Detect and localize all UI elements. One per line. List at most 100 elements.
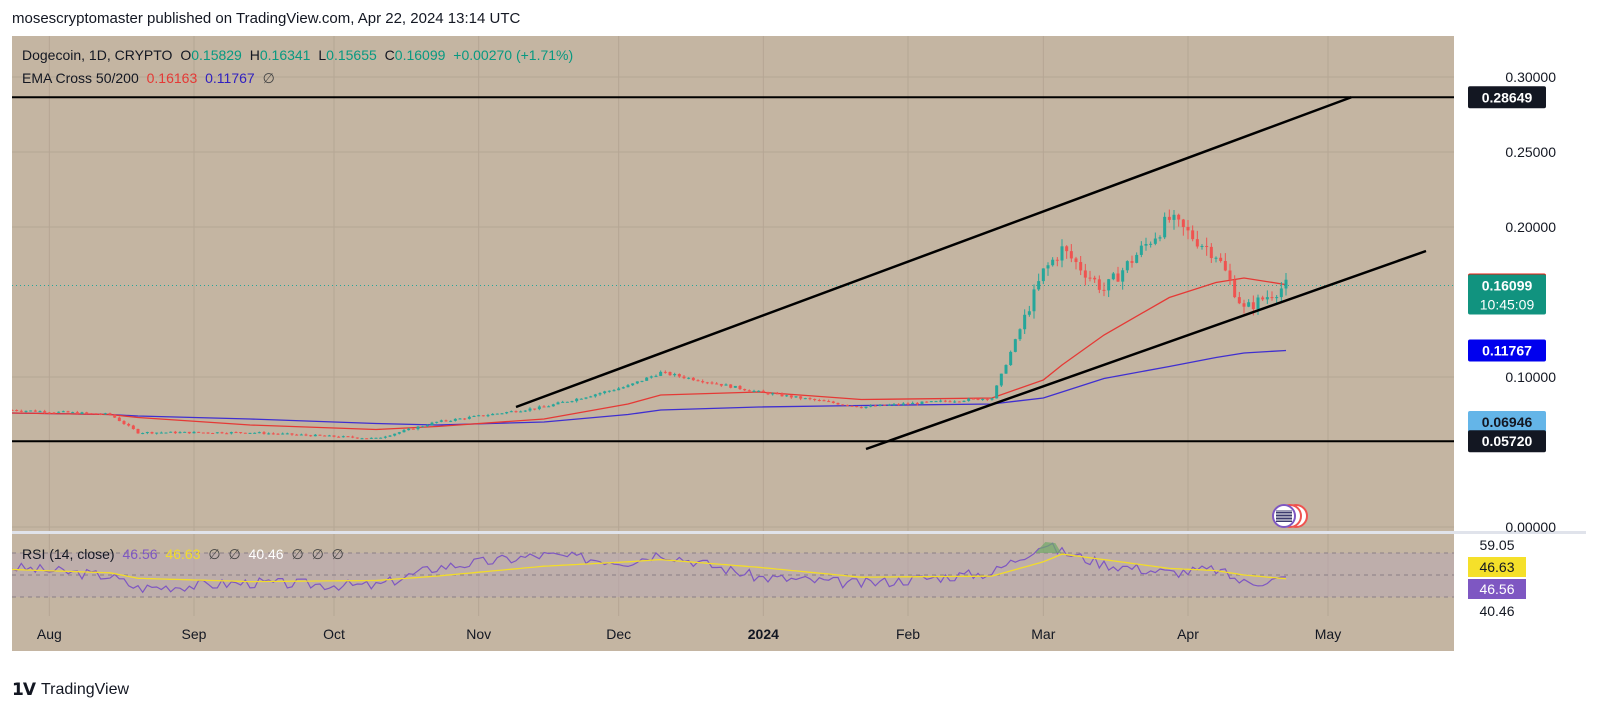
flag-canton — [1276, 510, 1292, 522]
rsi-extra-4: ∅ — [311, 546, 324, 562]
candle-down — [113, 414, 117, 418]
candle-down — [10, 410, 14, 411]
candle-up — [934, 401, 938, 403]
candle-up — [402, 430, 406, 433]
candle-up — [953, 401, 957, 403]
time-axis-label: Feb — [896, 626, 920, 642]
ema200-price-label: 0.11767 — [1482, 342, 1532, 358]
candle-up — [145, 432, 149, 434]
chart-panel[interactable]: Aug Sep Oct Nov Dec 2024 Feb Mar Apr May 0.30000 0.… — [10, 36, 1586, 664]
candle-up — [523, 410, 527, 412]
candle-up — [29, 410, 33, 412]
candle-down — [859, 407, 863, 409]
candle-down — [323, 435, 327, 437]
candle-up — [416, 426, 420, 430]
candle-up — [472, 415, 476, 417]
high-label: H — [249, 47, 260, 63]
candle-up — [183, 431, 187, 433]
candle-up — [1121, 270, 1125, 282]
candle-up — [267, 433, 271, 435]
rsi-legend[interactable]: RSI (14, close) 46.56 46.63 ∅ ∅ 40.46 ∅ … — [22, 546, 348, 563]
candle-down — [1181, 219, 1185, 228]
candle-up — [1046, 265, 1050, 269]
candle-up — [537, 406, 541, 410]
price-tick-label: 0.25000 — [1505, 144, 1556, 160]
candle-up — [281, 433, 285, 435]
candle-up — [505, 412, 509, 414]
candle-down — [127, 423, 131, 426]
candle-up — [491, 413, 495, 416]
candle-down — [696, 380, 700, 382]
rsi-lower-value: 40.46 — [248, 546, 284, 562]
ema-extra-value: ∅ — [262, 70, 275, 86]
candle-down — [906, 403, 910, 405]
candle-down — [1093, 277, 1097, 280]
open-value: 0.15829 — [191, 47, 242, 63]
candle-down — [85, 412, 89, 414]
rsi-value-axis-label: 46.56 — [1479, 581, 1514, 597]
candle-down — [481, 415, 485, 417]
candle-up — [1153, 238, 1157, 244]
candle-up — [673, 374, 677, 376]
candle-up — [598, 393, 602, 395]
candle-down — [1233, 280, 1237, 298]
close-value: 0.16099 — [394, 47, 446, 63]
candle-down — [15, 410, 19, 412]
ema-legend[interactable]: EMA Cross 50/200 0.16163 0.11767 ∅ — [22, 70, 279, 87]
candle-down — [1191, 230, 1195, 240]
candle-down — [514, 411, 518, 413]
candle-up — [659, 371, 663, 376]
candle-up — [477, 415, 481, 417]
candle-up — [1275, 297, 1279, 299]
time-axis-label: Oct — [323, 626, 345, 642]
candle-up — [449, 420, 453, 422]
rsi-ma-axis-label: 46.63 — [1479, 559, 1514, 575]
candle-down — [262, 432, 266, 434]
candle-up — [990, 398, 994, 400]
candle-down — [271, 433, 275, 435]
candle-down — [789, 395, 793, 398]
candle-up — [962, 400, 966, 402]
candle-down — [873, 405, 877, 407]
candle-up — [509, 411, 513, 413]
candle-down — [710, 382, 714, 384]
candle-down — [533, 408, 537, 410]
candle-up — [645, 377, 649, 381]
candle-up — [640, 380, 644, 382]
candle-down — [1237, 297, 1241, 304]
candle-down — [836, 402, 840, 405]
support-price-label: 0.05720 — [1482, 433, 1533, 449]
resistance-price-label-box — [1468, 86, 1546, 109]
candle-up — [141, 433, 145, 435]
candle-up — [911, 402, 915, 405]
candle-up — [393, 433, 397, 436]
candle-up — [178, 432, 182, 434]
candle-up — [1111, 273, 1115, 280]
candle-up — [1125, 261, 1129, 271]
candle-up — [1018, 329, 1022, 340]
chart-svg[interactable]: Aug Sep Oct Nov Dec 2024 Feb Mar Apr May 0.30000 0.… — [10, 36, 1586, 664]
extra-price-label-box — [1468, 411, 1546, 433]
candle-down — [332, 435, 336, 437]
footer[interactable]: 𝟭𝗩 TradingView — [12, 680, 129, 700]
symbol-label[interactable]: Dogecoin, 1D, CRYPTO — [22, 47, 173, 63]
candle-down — [94, 413, 98, 415]
candle-down — [1065, 246, 1069, 252]
candle-up — [771, 393, 775, 395]
candle-up — [612, 390, 616, 392]
candle-down — [841, 404, 845, 406]
time-axis-label: Sep — [182, 626, 207, 642]
candle-up — [164, 432, 168, 434]
candle-down — [131, 425, 135, 430]
candle-down — [1130, 261, 1134, 263]
candle-down — [845, 404, 849, 406]
candle-up — [57, 411, 61, 413]
candle-up — [388, 435, 392, 437]
candle-down — [318, 434, 322, 436]
rsi-overbought-fill — [1035, 542, 1062, 553]
open-label: O — [180, 47, 192, 63]
price-tick-label: 0.30000 — [1505, 69, 1556, 85]
candle-up — [794, 396, 798, 398]
candle-up — [229, 432, 233, 434]
candle-up — [589, 396, 593, 398]
